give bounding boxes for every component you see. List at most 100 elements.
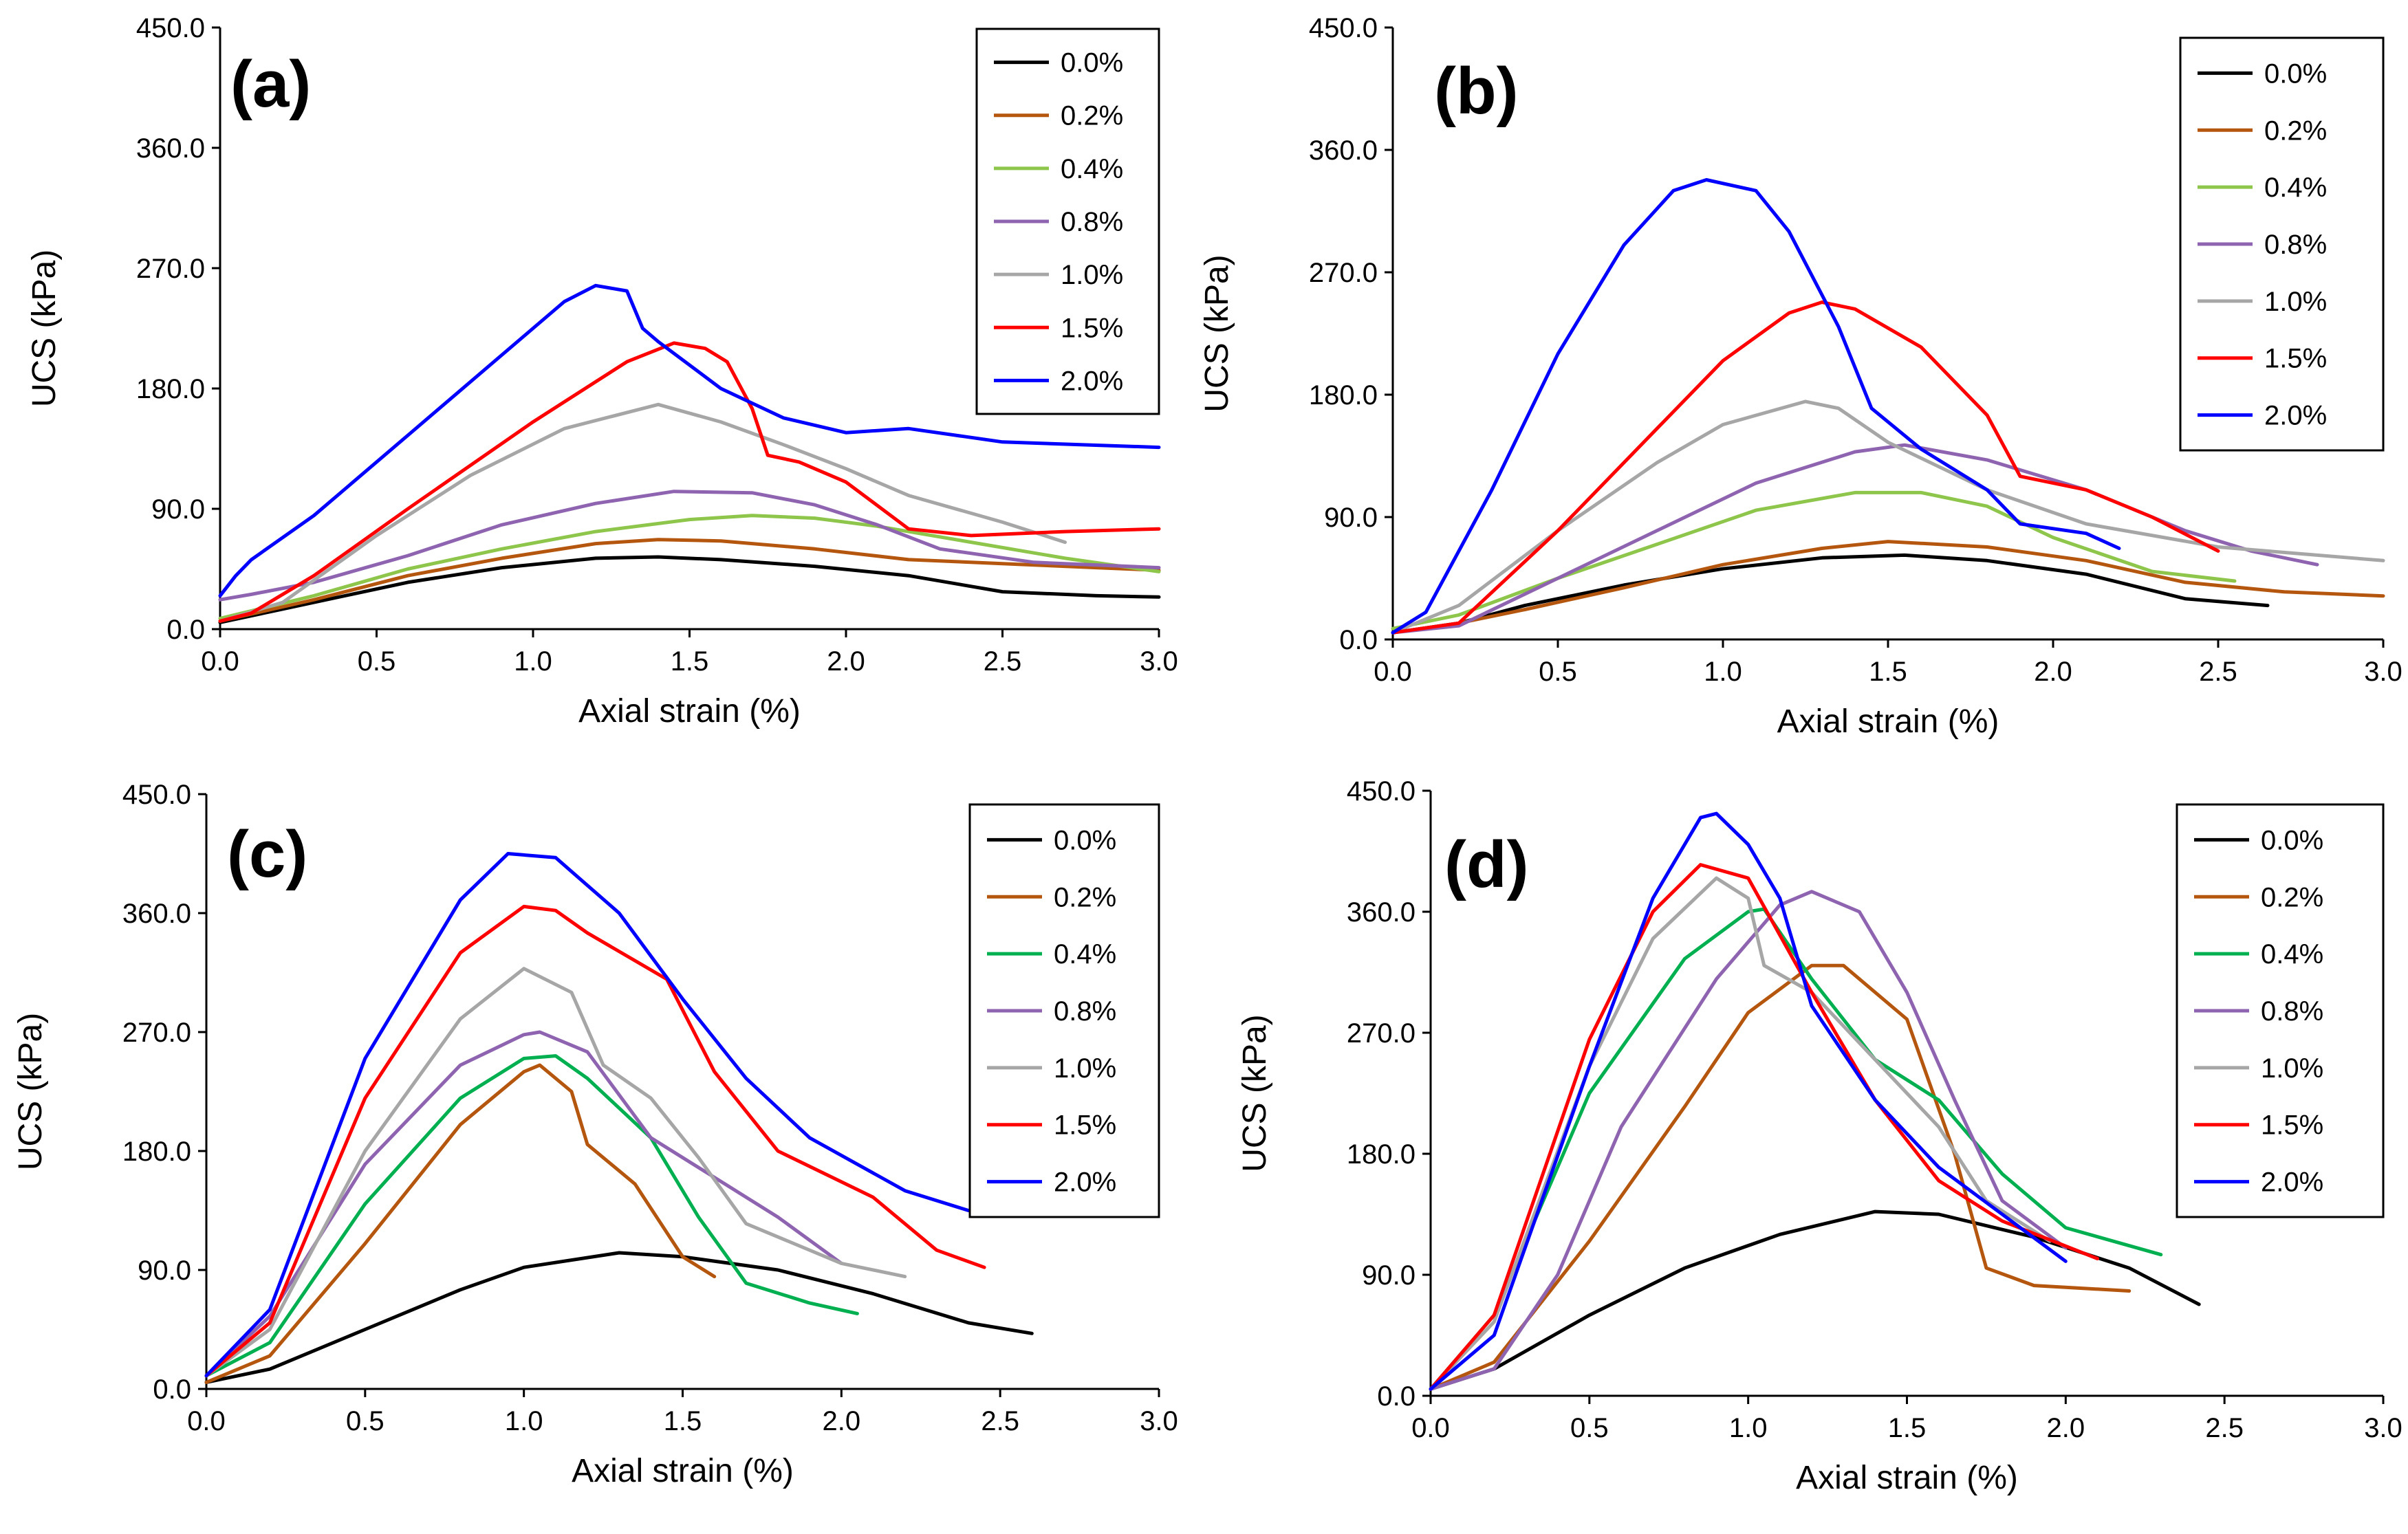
legend: 0.0% 0.2% 0.4% 0.8% 1.0% 1.5% 2.0% — [2179, 36, 2385, 452]
legend-label: 0.4% — [2264, 173, 2327, 203]
y-tick-label: 180.0 — [122, 1137, 191, 1167]
legend-label: 1.0% — [2264, 287, 2327, 317]
x-tick-label: 1.0 — [1729, 1413, 1768, 1443]
legend-label: 0.0% — [1061, 48, 1123, 78]
y-tick-label: 180.0 — [1347, 1139, 1415, 1170]
x-tick-label: 0.5 — [1570, 1413, 1609, 1443]
y-tick-label: 270.0 — [1309, 258, 1378, 288]
series-line-0-8pct — [204, 1030, 843, 1378]
x-tick-label: 2.5 — [984, 646, 1022, 677]
panel-d: 0.0 0.5 1.0 1.5 2.0 2.5 3.0 0.0 90.0 180.0 270.0 36… — [1237, 776, 2402, 1496]
y-tick-label: 0.0 — [166, 615, 205, 645]
x-tick-label: 1.5 — [664, 1406, 702, 1436]
series-line-1-5pct — [1429, 863, 2099, 1391]
x-axis-title: Axial strain (%) — [578, 693, 801, 730]
legend-label: 0.2% — [2261, 882, 2323, 912]
x-tick-label: 1.0 — [505, 1406, 543, 1436]
series-line-0-2pct — [218, 538, 1161, 623]
legend-label: 1.5% — [1061, 313, 1123, 343]
y-tick-label: 90.0 — [1324, 503, 1378, 533]
x-axis-title: Axial strain (%) — [1777, 703, 1999, 740]
series-line-1-0pct — [204, 967, 907, 1378]
y-tick-label: 270.0 — [122, 1018, 191, 1048]
x-tick-label: 0.5 — [1539, 657, 1577, 687]
series-line-0-4pct — [204, 1054, 859, 1378]
series-line-0-4pct — [218, 514, 1161, 620]
legend-label: 2.0% — [1054, 1168, 1116, 1198]
x-tick-label: 1.5 — [1869, 657, 1907, 687]
x-tick-label: 1.5 — [671, 646, 709, 677]
legend-label: 0.8% — [1061, 207, 1123, 237]
y-tick-label: 0.0 — [1377, 1381, 1415, 1412]
y-tick-label: 450.0 — [1309, 13, 1378, 43]
x-tick-label: 2.0 — [823, 1406, 861, 1436]
x-tick-label: 0.5 — [358, 646, 396, 677]
legend-label: 1.0% — [1061, 260, 1123, 290]
x-tick-label: 3.0 — [1140, 1406, 1178, 1436]
legend-label: 2.0% — [2261, 1168, 2323, 1198]
series-line-1-0pct — [218, 402, 1067, 623]
series-line-0-4pct — [1391, 490, 2237, 631]
series-line-0-2pct — [1429, 963, 2132, 1391]
series-line-0-0pct — [1391, 553, 2270, 635]
panel-label: (c) — [227, 818, 307, 891]
x-tick-label: 0.0 — [1411, 1413, 1450, 1443]
panel-a: 0.0 0.5 1.0 1.5 2.0 2.5 3.0 0.0 90.0 180.0 270.0 36… — [26, 13, 1178, 730]
y-tick-label: 450.0 — [1347, 776, 1415, 807]
legend: 0.0% 0.2% 0.4% 0.8% 1.0% 1.5% 2.0% — [2176, 803, 2385, 1218]
series-line-2-0pct — [1391, 178, 2121, 635]
legend-label: 1.0% — [2261, 1053, 2323, 1084]
x-tick-label: 1.0 — [514, 646, 552, 677]
y-tick-label: 360.0 — [1309, 135, 1378, 166]
y-axis-title: UCS (kPa) — [1237, 1014, 1273, 1172]
legend-label: 0.0% — [1054, 825, 1116, 855]
legend-label: 1.5% — [1054, 1110, 1116, 1141]
y-tick-label: 360.0 — [1347, 897, 1415, 928]
series-line-1-5pct — [204, 904, 986, 1378]
panel-label: (a) — [230, 47, 311, 121]
y-tick-label: 450.0 — [136, 13, 205, 43]
y-tick-label: 450.0 — [122, 780, 191, 810]
x-tick-label: 1.5 — [1888, 1413, 1927, 1443]
y-axis-title: UCS (kPa) — [12, 1013, 49, 1170]
y-tick-label: 90.0 — [151, 494, 205, 525]
series-line-2-0pct — [204, 852, 970, 1378]
y-tick-label: 0.0 — [153, 1374, 191, 1405]
panel-c: 0.0 0.5 1.0 1.5 2.0 2.5 3.0 0.0 90.0 180.0 270.0 36… — [12, 780, 1178, 1489]
legend-label: 0.2% — [2264, 116, 2327, 146]
series-line-0-0pct — [204, 1251, 1034, 1384]
panel-label: (b) — [1434, 54, 1519, 128]
legend-label: 0.0% — [2261, 825, 2323, 855]
series-line-0-2pct — [204, 1063, 717, 1384]
x-tick-label: 2.5 — [2199, 657, 2237, 687]
series-line-1-0pct — [1391, 399, 2385, 635]
y-tick-label: 270.0 — [1347, 1018, 1415, 1049]
x-tick-label: 2.5 — [2205, 1413, 2244, 1443]
y-axis-title: UCS (kPa) — [26, 250, 63, 407]
x-tick-label: 3.0 — [2364, 1413, 2402, 1443]
legend-label: 0.2% — [1054, 882, 1116, 912]
legend: 0.0% 0.2% 0.4% 0.8% 1.0% 1.5% 2.0% — [968, 803, 1160, 1218]
legend-label: 0.0% — [2264, 58, 2327, 89]
y-tick-label: 180.0 — [1309, 380, 1378, 410]
series-line-0-8pct — [1391, 443, 2319, 635]
legend-label: 1.5% — [2261, 1110, 2323, 1141]
x-tick-label: 2.5 — [981, 1406, 1019, 1436]
series-line-2-0pct — [1429, 811, 2068, 1391]
series-line-0-8pct — [1429, 890, 2068, 1391]
y-tick-label: 360.0 — [136, 133, 205, 164]
series-line-1-0pct — [1429, 876, 2052, 1391]
series-line-0-0pct — [1429, 1209, 2201, 1391]
legend-label: 0.8% — [2264, 230, 2327, 260]
legend-label: 2.0% — [1061, 366, 1123, 396]
x-tick-label: 3.0 — [1140, 646, 1178, 677]
legend-label: 0.8% — [1054, 996, 1116, 1027]
x-tick-label: 3.0 — [2364, 657, 2402, 687]
series-line-1-5pct — [1391, 300, 2220, 635]
x-tick-label: 2.0 — [2047, 1413, 2085, 1443]
legend-label: 0.4% — [2261, 939, 2323, 969]
y-tick-label: 90.0 — [138, 1256, 191, 1286]
series-line-0-0pct — [218, 555, 1161, 624]
x-tick-label: 0.0 — [187, 1406, 226, 1436]
legend-label: 0.4% — [1061, 154, 1123, 184]
